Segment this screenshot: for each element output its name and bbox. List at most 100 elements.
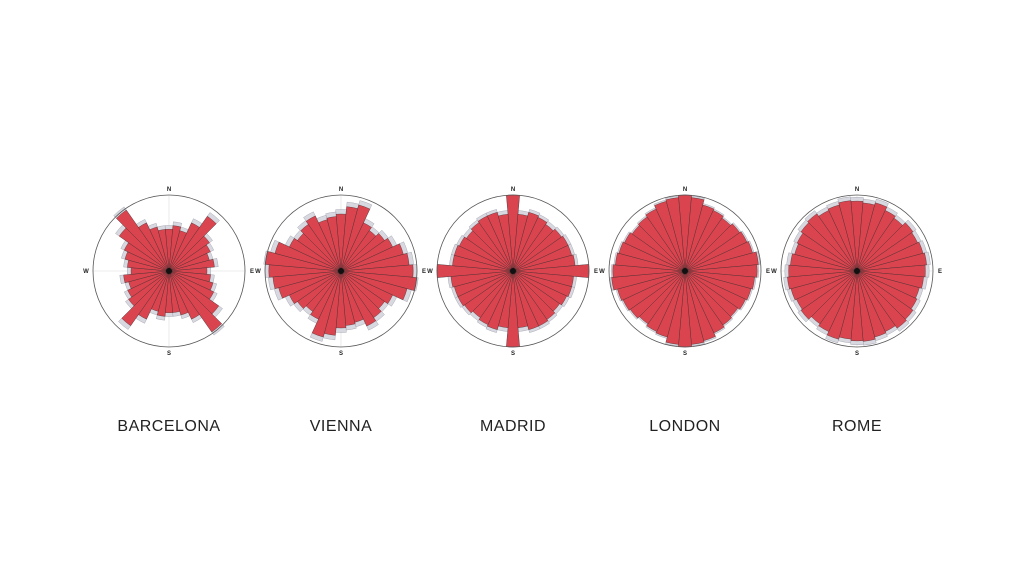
bar — [512, 270, 572, 297]
bar — [121, 270, 170, 327]
bar — [838, 200, 858, 272]
outer-ring — [780, 194, 934, 348]
bar — [454, 245, 514, 272]
bar — [624, 232, 686, 272]
compass-label: N — [683, 187, 687, 193]
bar — [127, 270, 170, 298]
bar — [800, 270, 858, 320]
bar — [856, 270, 876, 342]
bar — [826, 270, 858, 340]
bar — [123, 270, 170, 284]
city-label: BARCELONA — [117, 418, 220, 435]
compass-label: W — [771, 269, 777, 275]
bar — [512, 212, 539, 272]
bar — [684, 270, 746, 310]
bar — [684, 204, 715, 272]
compass-label: S — [683, 351, 687, 357]
bar — [612, 264, 686, 278]
bar — [274, 241, 342, 272]
bar — [856, 264, 926, 278]
compass-label: N — [339, 187, 343, 193]
bar — [856, 270, 907, 329]
bar — [459, 236, 514, 272]
polar-chart: N E S W ROME — [771, 187, 942, 435]
compass-label: W — [427, 269, 433, 275]
bar — [684, 270, 752, 301]
bar — [665, 197, 686, 272]
compass-label: E — [938, 269, 942, 275]
city-label: VIENNA — [310, 418, 373, 435]
bar — [655, 270, 686, 338]
bar — [856, 202, 888, 272]
compass-label: N — [855, 187, 859, 193]
bar — [289, 238, 342, 272]
bar — [168, 244, 211, 272]
bar — [807, 213, 858, 272]
compass-label: N — [167, 187, 171, 193]
compass-label: E — [422, 269, 426, 275]
polar-chart: N E S W BARCELONA — [83, 187, 254, 435]
bar — [310, 270, 342, 320]
bar — [487, 212, 514, 272]
bar — [512, 217, 548, 272]
outer-ring — [264, 194, 418, 348]
bar — [168, 270, 222, 333]
bar — [684, 210, 724, 272]
bar — [856, 210, 896, 272]
bar — [850, 270, 864, 342]
bar — [512, 270, 539, 330]
bar — [856, 252, 927, 272]
outer-ring — [608, 194, 762, 348]
bar — [157, 229, 170, 272]
center-dot — [510, 268, 516, 274]
city-label: ROME — [832, 418, 882, 435]
bar — [618, 241, 686, 272]
bar — [168, 215, 217, 272]
bar — [311, 270, 342, 338]
bar — [512, 270, 567, 306]
bar — [646, 270, 686, 332]
polar-chart: N E S W VIENNA — [255, 187, 426, 435]
compass-label: E — [766, 269, 770, 275]
city-label: MADRID — [480, 418, 546, 435]
bar — [168, 235, 210, 272]
bar — [684, 264, 758, 278]
bar — [168, 270, 189, 316]
compass-label: S — [511, 351, 515, 357]
center-dot — [166, 268, 172, 274]
bar — [149, 226, 170, 272]
compass-label: S — [339, 351, 343, 357]
bar — [340, 270, 408, 301]
polar-chart: N E S W LONDON — [599, 187, 770, 435]
compass-label: S — [167, 351, 171, 357]
bar — [128, 270, 170, 307]
bar — [684, 251, 759, 272]
bar — [478, 270, 514, 325]
bar — [340, 270, 377, 327]
compass-label: W — [255, 269, 261, 275]
bar — [487, 270, 514, 330]
bar — [138, 222, 170, 272]
outer-ring — [92, 194, 246, 348]
compass-label: W — [83, 269, 89, 275]
bar — [787, 270, 858, 290]
compass-label: E — [250, 269, 254, 275]
bar — [611, 270, 686, 291]
bar — [818, 270, 858, 332]
compass-label: N — [511, 187, 515, 193]
bar — [326, 216, 342, 272]
bar — [340, 204, 371, 272]
bar — [340, 270, 393, 304]
bar — [788, 264, 858, 278]
bar — [168, 270, 200, 320]
bar — [116, 209, 170, 272]
compass-label: E — [594, 269, 598, 275]
bar — [856, 222, 914, 272]
bar — [498, 214, 514, 272]
bar — [340, 222, 372, 272]
bar — [168, 258, 215, 272]
center-dot — [338, 268, 344, 274]
city-label: LONDON — [649, 418, 720, 435]
bar — [305, 215, 342, 272]
